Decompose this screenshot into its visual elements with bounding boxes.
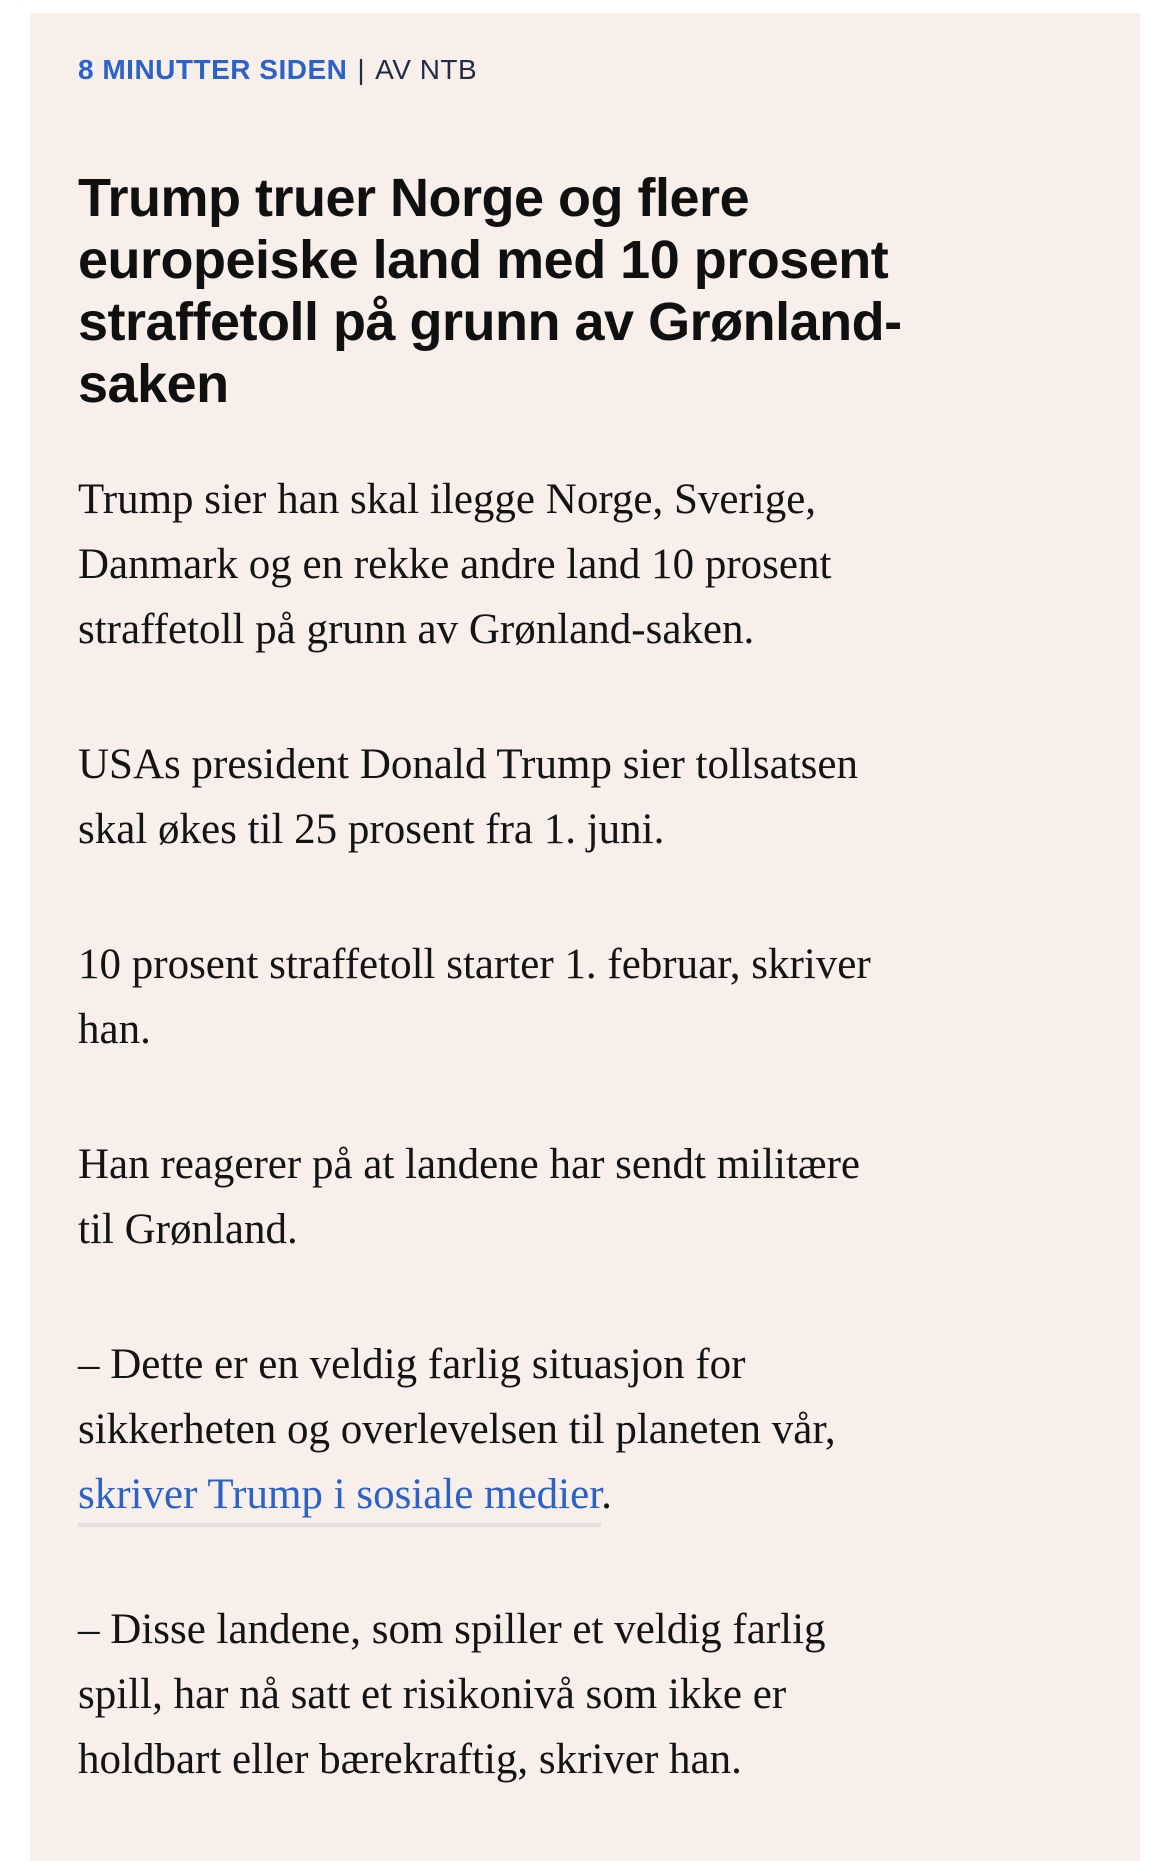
trump-social-media-link[interactable]: skriver Trump i sosiale medier [78, 1471, 602, 1527]
timestamp-label: 8 MINUTTER SIDEN [78, 54, 348, 85]
body-line-with-link: skriver Trump i sosiale medier. [78, 1462, 1080, 1527]
body-line: 10 prosent straffetoll starter 1. februa… [78, 941, 871, 988]
body-line: – Disse landene, som spiller et veldig f… [78, 1606, 826, 1653]
paragraph-with-link: – Dette er en veldig farlig situasjon fo… [78, 1332, 1080, 1527]
body-line: spill, har nå satt et risikonivå som ikk… [78, 1671, 787, 1718]
article-body: Trump sier han skal ilegge Norge, Sverig… [78, 467, 1080, 1792]
body-line: han. [78, 1006, 151, 1053]
headline-line: Trump truer Norge og flere [78, 168, 750, 228]
headline-line: europeiske land med 10 prosent [78, 230, 889, 290]
body-line: sikkerheten og overlevelsen til planeten… [78, 1406, 836, 1453]
body-line: til Grønland. [78, 1206, 298, 1253]
body-line: Danmark og en rekke andre land 10 prosen… [78, 541, 832, 588]
paragraph: Han reagerer på at landene har sendt mil… [78, 1132, 1080, 1262]
headline-line: saken [78, 354, 229, 414]
body-line: holdbart eller bærekraftig, skriver han. [78, 1736, 742, 1783]
article-panel: 8 MINUTTER SIDEN | AV NTB Trump truer Norg… [30, 13, 1140, 1861]
paragraph: USAs president Donald Trump sier tollsat… [78, 732, 1080, 862]
paragraph: – Disse landene, som spiller et veldig f… [78, 1597, 1080, 1792]
body-line: skal økes til 25 prosent fra 1. juni. [78, 806, 665, 853]
body-line: straffetoll på grunn av Grønland-saken. [78, 606, 755, 653]
body-line: Han reagerer på at landene har sendt mil… [78, 1141, 860, 1188]
headline-line: straffetoll på grunn av Grønland- [78, 292, 902, 352]
body-line: Trump sier han skal ilegge Norge, Sverig… [78, 476, 817, 523]
body-line: – Dette er en veldig farlig situasjon fo… [78, 1341, 746, 1388]
link-suffix-period: . [601, 1471, 612, 1518]
paragraph-lead: Trump sier han skal ilegge Norge, Sverig… [78, 467, 1080, 662]
body-line: USAs president Donald Trump sier tollsat… [78, 741, 858, 788]
meta-separator: | [357, 54, 366, 85]
paragraph: 10 prosent straffetoll starter 1. februa… [78, 932, 1080, 1062]
article-headline: Trump truer Norge og flere europeiske la… [78, 167, 1080, 415]
byline-label: AV NTB [375, 54, 478, 85]
article-meta-row: 8 MINUTTER SIDEN | AV NTB [78, 53, 1080, 87]
